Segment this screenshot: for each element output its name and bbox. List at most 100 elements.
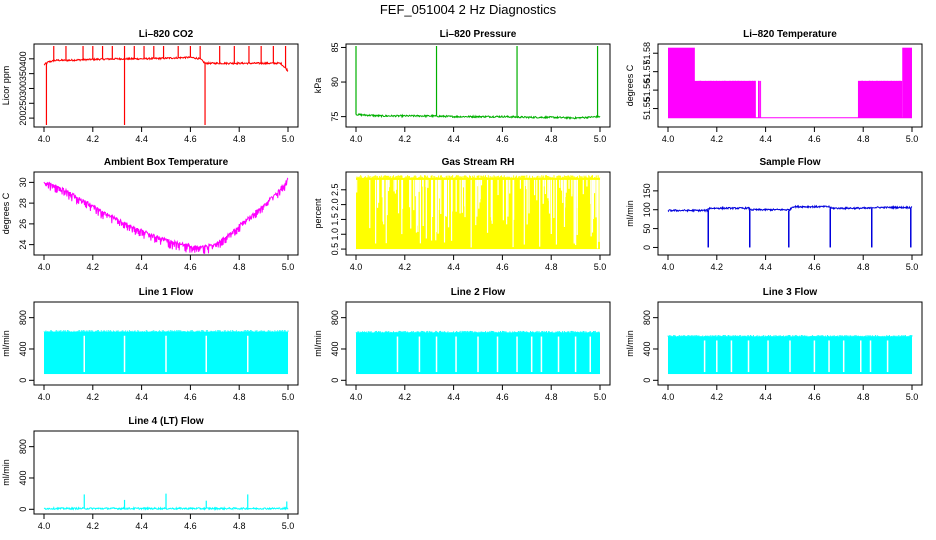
panel-title: Sample Flow (759, 157, 820, 168)
x-tick-label: 4.6 (184, 262, 197, 272)
x-tick-label: 4.8 (857, 262, 870, 272)
y-tick-label: 1.0 (330, 228, 340, 241)
plot-frame (657, 43, 923, 128)
y-tick-label: 250 (18, 96, 28, 111)
data-layer (43, 46, 289, 125)
plot-frame (33, 430, 299, 515)
x-tick-label: 4.8 (545, 134, 558, 144)
x-tick-label: 4.2 (87, 262, 100, 272)
y-tick-label: 300 (18, 81, 28, 96)
x-tick-label: 4.8 (545, 262, 558, 272)
x-tick-label: 4.2 (711, 392, 724, 402)
y-tick-label: 400 (18, 470, 28, 485)
series-line (43, 177, 289, 254)
x-tick-label: 4.6 (184, 521, 197, 531)
panel-title: Gas Stream RH (442, 157, 515, 168)
panel-8: Line 2 Flow ml/min 4.0 4.2 4.4 4.6 4.8 5.0 0 400 8… (313, 287, 611, 402)
panel-title: Li–820 Pressure (440, 29, 517, 40)
panel-title: Line 1 Flow (139, 287, 194, 298)
panel-4: Ambient Box Temperature degrees C 4.0 4.2 4.… (1, 157, 299, 272)
panel-5: Gas Stream RH percent 4.0 4.2 4.4 4.6 4.8 5.0 0.… (313, 157, 611, 272)
x-tick-label: 4.8 (233, 134, 246, 144)
data-layer (667, 334, 913, 375)
x-tick-label: 4.6 (184, 134, 197, 144)
x-tick-label: 5.0 (594, 134, 607, 144)
x-tick-label: 4.2 (87, 521, 100, 531)
y-axis-label: kPa (313, 78, 323, 94)
x-tick-label: 4.0 (38, 392, 51, 402)
panel-3: Li–820 Temperature degrees C 4.0 4.2 4.4 4.6 4… (625, 29, 923, 144)
x-tick-label: 4.4 (759, 134, 772, 144)
panel-title: Line 3 Flow (763, 287, 818, 298)
panel-7: Line 1 Flow ml/min 4.0 4.2 4.4 4.6 4.8 5.0 0 400 8… (1, 287, 299, 402)
x-tick-label: 4.2 (399, 262, 412, 272)
data-layer (43, 177, 289, 254)
y-tick-label: 100 (642, 202, 652, 217)
y-tick-label: 0 (330, 378, 340, 383)
x-tick-label: 4.4 (759, 392, 772, 402)
x-tick-label: 4.0 (662, 262, 675, 272)
x-tick-label: 4.0 (662, 392, 675, 402)
x-tick-label: 4.2 (399, 392, 412, 402)
x-tick-label: 4.4 (135, 262, 148, 272)
x-tick-label: 4.8 (233, 262, 246, 272)
y-tick-label: 800 (642, 310, 652, 325)
x-tick-label: 4.4 (759, 262, 772, 272)
series-line (667, 204, 913, 213)
x-tick-label: 4.4 (447, 392, 460, 402)
y-tick-label: 80 (330, 77, 340, 87)
plot-frame (33, 171, 299, 256)
y-axis-label: percent (313, 198, 323, 229)
y-tick-label: 24 (18, 240, 28, 250)
x-tick-label: 5.0 (282, 262, 295, 272)
x-tick-label: 4.4 (135, 134, 148, 144)
data-layer (43, 330, 289, 375)
series-line (355, 112, 601, 120)
x-tick-label: 4.8 (545, 392, 558, 402)
x-tick-label: 4.6 (808, 392, 821, 402)
panel-title: Li–820 Temperature (743, 29, 837, 40)
x-tick-label: 4.0 (350, 392, 363, 402)
plot-frame (33, 43, 299, 128)
x-tick-label: 4.6 (496, 134, 509, 144)
x-tick-label: 4.4 (447, 262, 460, 272)
x-tick-label: 4.4 (135, 521, 148, 531)
data-layer (355, 175, 601, 250)
y-tick-label: 0 (642, 378, 652, 383)
y-axis-label: ml/min (313, 330, 323, 357)
panel-6: Sample Flow ml/min 4.0 4.2 4.4 4.6 4.8 5.0 0 50 10… (625, 157, 923, 272)
y-tick-label: 85 (330, 42, 340, 52)
x-tick-label: 4.2 (87, 392, 100, 402)
data-layer (355, 330, 601, 375)
x-tick-label: 4.4 (135, 392, 148, 402)
panel-title: Line 4 (LT) Flow (128, 416, 204, 427)
x-tick-label: 4.0 (662, 134, 675, 144)
y-axis-label: degrees C (625, 64, 635, 106)
x-tick-label: 4.6 (808, 134, 821, 144)
x-tick-label: 4.6 (808, 262, 821, 272)
y-tick-label: 51.56 (642, 79, 652, 102)
y-tick-label: 51.55 (642, 97, 652, 120)
y-tick-label: 51.58 (642, 42, 652, 65)
y-tick-label: 0 (642, 245, 652, 250)
y-tick-label: 0 (18, 378, 28, 383)
x-tick-label: 4.2 (399, 134, 412, 144)
y-axis-label: ml/min (625, 330, 635, 357)
x-tick-label: 4.8 (857, 392, 870, 402)
segment-block (668, 47, 695, 118)
plot-frame (33, 301, 299, 386)
fill-band (356, 177, 600, 250)
x-tick-label: 5.0 (594, 262, 607, 272)
y-axis-label: degrees C (1, 192, 11, 234)
data-layer (667, 204, 913, 248)
x-tick-label: 4.0 (38, 521, 51, 531)
x-tick-label: 4.0 (38, 134, 51, 144)
x-tick-label: 4.8 (233, 521, 246, 531)
x-tick-label: 5.0 (906, 134, 919, 144)
y-tick-label: 150 (642, 183, 652, 198)
x-tick-label: 5.0 (906, 392, 919, 402)
x-tick-label: 5.0 (282, 392, 295, 402)
y-tick-label: 28 (18, 198, 28, 208)
y-tick-label: 200 (18, 111, 28, 126)
y-tick-label: 26 (18, 219, 28, 229)
